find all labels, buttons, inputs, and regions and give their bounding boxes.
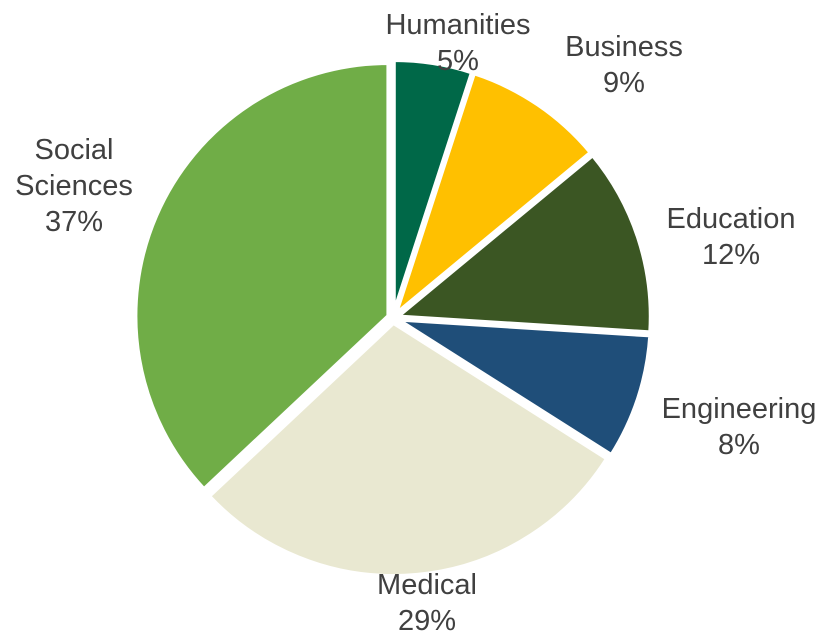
label-social-sciences-pct: 37% bbox=[45, 206, 103, 238]
pie-slices bbox=[133, 58, 653, 578]
slice-labels: Humanities 5% Business 9% Education 12% … bbox=[15, 9, 816, 633]
label-humanities-pct: 5% bbox=[437, 45, 479, 77]
label-social-sciences-line1: Social bbox=[35, 134, 114, 166]
slice-business bbox=[393, 71, 593, 316]
label-education-pct: 12% bbox=[702, 239, 760, 271]
label-medical-name: Medical bbox=[377, 569, 477, 601]
slice-medical bbox=[207, 320, 610, 578]
label-business-name: Business bbox=[565, 31, 683, 63]
slice-engineering bbox=[395, 317, 653, 458]
label-engineering-name: Engineering bbox=[662, 393, 817, 425]
label-education-name: Education bbox=[667, 203, 796, 235]
slice-education bbox=[395, 153, 653, 335]
label-humanities-name: Humanities bbox=[385, 9, 530, 41]
label-social-sciences-line2: Sciences bbox=[15, 170, 133, 202]
label-medical-pct: 29% bbox=[398, 605, 456, 633]
slice-humanities bbox=[391, 58, 474, 316]
label-engineering-pct: 8% bbox=[718, 429, 760, 461]
label-business-pct: 9% bbox=[603, 67, 645, 99]
slice-social-sciences bbox=[133, 61, 391, 492]
